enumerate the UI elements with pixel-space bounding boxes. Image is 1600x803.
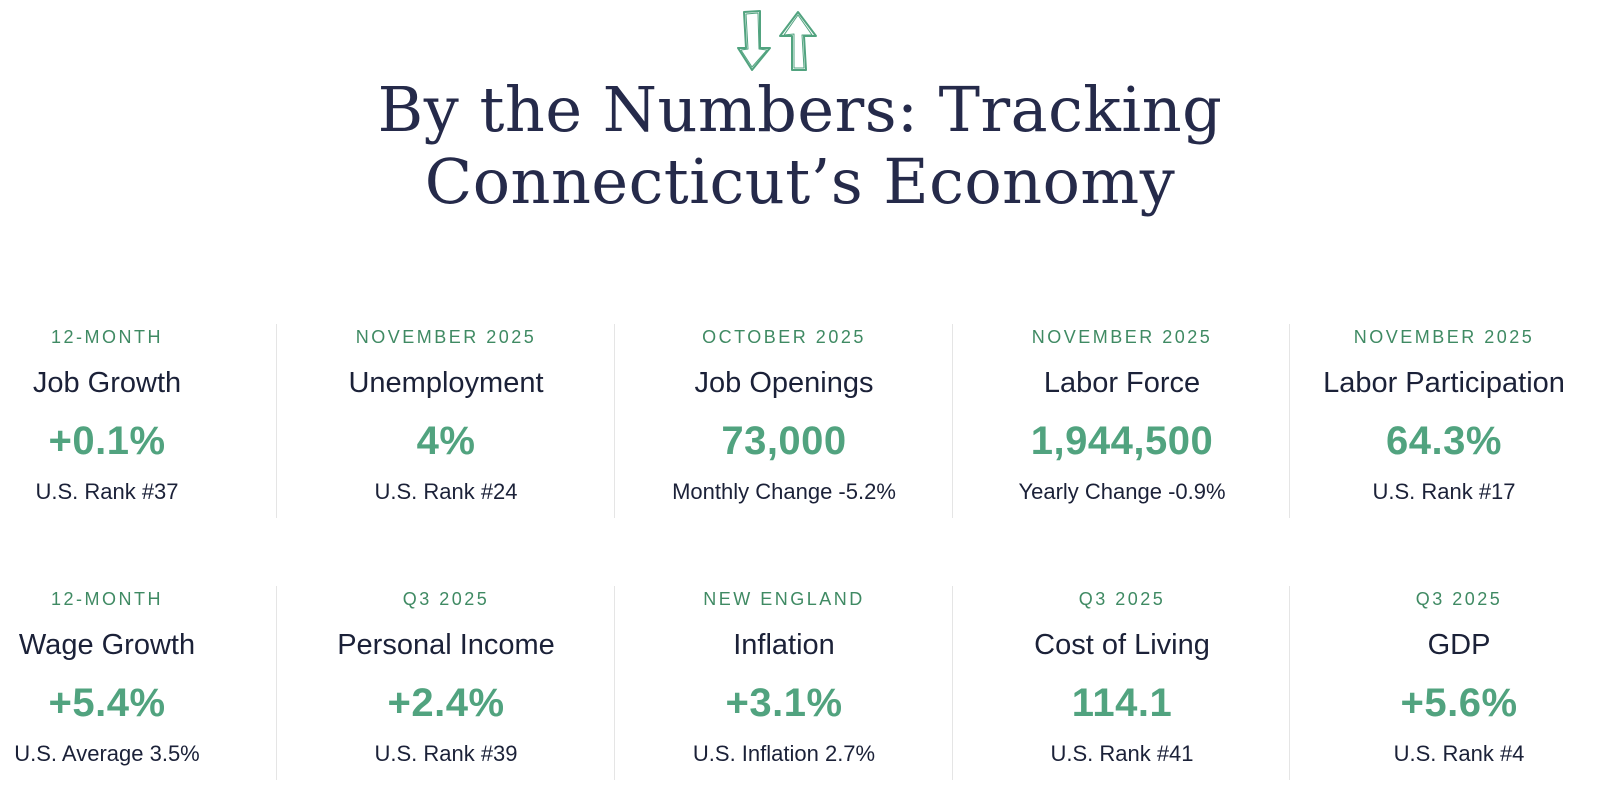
metric-label: GDP <box>1427 629 1491 661</box>
metric-note: U.S. Inflation 2.7% <box>692 741 876 766</box>
metric-value: 114.1 <box>1071 681 1173 725</box>
metric-value: +5.4% <box>48 681 166 725</box>
column-divider <box>952 586 953 780</box>
metric-period: NOVEMBER 2025 <box>1031 327 1213 347</box>
title-line-2: Connecticut’s Economy <box>424 145 1176 218</box>
metric-card-inflation: NEW ENGLAND Inflation +3.1% U.S. Inflati… <box>615 586 953 780</box>
page-title: By the Numbers: Tracking Connecticut’s E… <box>0 74 1600 218</box>
column-divider <box>1289 324 1290 518</box>
metric-label: Wage Growth <box>18 629 196 661</box>
metric-period: Q3 2025 <box>1078 589 1166 609</box>
metric-card-labor-force: NOVEMBER 2025 Labor Force 1,944,500 Year… <box>953 324 1291 518</box>
metric-label: Labor Participation <box>1323 367 1565 399</box>
metric-period: Q3 2025 <box>402 589 490 609</box>
metric-note: U.S. Average 3.5% <box>14 741 200 766</box>
metrics-row-2: 12-MONTH Wage Growth +5.4% U.S. Average … <box>0 586 1600 780</box>
metric-period: NEW ENGLAND <box>703 589 865 609</box>
metric-note: U.S. Rank #24 <box>374 479 518 504</box>
metric-card-unemployment: NOVEMBER 2025 Unemployment 4% U.S. Rank … <box>277 324 615 518</box>
metric-label: Job Openings <box>694 367 874 399</box>
column-divider <box>952 324 953 518</box>
metric-label: Unemployment <box>348 367 544 399</box>
metric-card-labor-participation: NOVEMBER 2025 Labor Participation 64.3% … <box>1290 324 1598 518</box>
metric-label: Inflation <box>733 629 835 661</box>
down-up-arrows-icon <box>737 10 817 71</box>
metric-value: +2.4% <box>387 681 505 725</box>
metric-card-job-growth: 12-MONTH Job Growth +0.1% U.S. Rank #37 <box>0 324 276 518</box>
metric-card-cost-of-living: Q3 2025 Cost of Living 114.1 U.S. Rank #… <box>953 586 1291 780</box>
metric-period: 12-MONTH <box>50 327 163 347</box>
metric-period: 12-MONTH <box>50 589 163 609</box>
metric-card-personal-income: Q3 2025 Personal Income +2.4% U.S. Rank … <box>277 586 615 780</box>
metric-value: 73,000 <box>721 419 847 463</box>
metric-note: U.S. Rank #39 <box>374 741 518 766</box>
metric-note: Monthly Change -5.2% <box>672 479 896 504</box>
metric-note: U.S. Rank #17 <box>1372 479 1516 504</box>
metric-label: Cost of Living <box>1034 629 1210 661</box>
column-divider <box>1289 586 1290 780</box>
metric-period: OCTOBER 2025 <box>702 327 866 347</box>
metric-card-job-openings: OCTOBER 2025 Job Openings 73,000 Monthly… <box>615 324 953 518</box>
metric-label: Labor Force <box>1043 367 1201 399</box>
column-divider <box>614 586 615 780</box>
metrics-row-1: 12-MONTH Job Growth +0.1% U.S. Rank #37 … <box>0 324 1600 518</box>
column-divider <box>614 324 615 518</box>
metric-note: U.S. Rank #37 <box>35 479 179 504</box>
metric-period: Q3 2025 <box>1415 589 1503 609</box>
metric-label: Job Growth <box>32 367 182 399</box>
title-line-1: By the Numbers: Tracking <box>377 73 1223 146</box>
metric-value: 64.3% <box>1386 419 1502 463</box>
metric-period: NOVEMBER 2025 <box>1353 327 1535 347</box>
metrics-grid: 12-MONTH Job Growth +0.1% U.S. Rank #37 … <box>0 324 1600 780</box>
metric-value: +3.1% <box>725 681 843 725</box>
metric-period: NOVEMBER 2025 <box>355 327 537 347</box>
metric-value: 4% <box>416 419 476 463</box>
metric-card-gdp: Q3 2025 GDP +5.6% U.S. Rank #4 <box>1290 586 1600 780</box>
metric-label: Personal Income <box>337 629 555 661</box>
metric-note: U.S. Rank #41 <box>1050 741 1194 766</box>
metric-note: U.S. Rank #4 <box>1393 741 1525 766</box>
metric-note: Yearly Change -0.9% <box>1018 479 1226 504</box>
column-divider <box>276 586 277 780</box>
metric-value: +5.6% <box>1400 681 1518 725</box>
metric-value: +0.1% <box>48 419 166 463</box>
column-divider <box>276 324 277 518</box>
metric-value: 1,944,500 <box>1030 419 1214 463</box>
metric-card-wage-growth: 12-MONTH Wage Growth +5.4% U.S. Average … <box>0 586 276 780</box>
